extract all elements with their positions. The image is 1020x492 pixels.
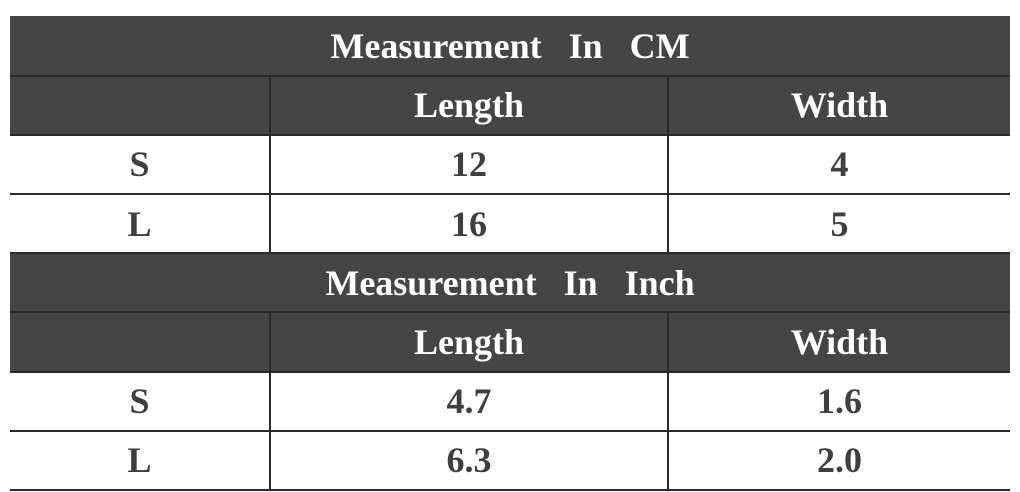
inch-header-width: Width xyxy=(666,311,1011,373)
inch-header-corner xyxy=(10,311,271,373)
cm-header-length: Length xyxy=(269,74,669,136)
width-value: 2.0 xyxy=(666,429,1011,492)
inch-section-title-row: Measurement In Inch xyxy=(10,252,1011,314)
inch-header-row: Length Width xyxy=(10,311,1011,373)
cm-header-corner xyxy=(10,74,271,136)
length-value: 4.7 xyxy=(269,370,669,432)
table-row: L 16 5 xyxy=(10,193,1011,255)
length-value: 12 xyxy=(269,133,669,196)
table-row: S 4.7 1.6 xyxy=(10,370,1011,432)
cm-header-width: Width xyxy=(666,74,1011,136)
table-row: S 12 4 xyxy=(10,133,1011,196)
size-chart-table: Measurement In CM Length Width S 12 4 L … xyxy=(10,15,1011,492)
cm-header-row: Length Width xyxy=(10,74,1011,136)
table-row: L 6.3 2.0 xyxy=(10,429,1011,492)
length-value: 16 xyxy=(269,193,669,255)
size-label: L xyxy=(10,193,271,255)
size-label: S xyxy=(10,370,271,432)
width-value: 1.6 xyxy=(666,370,1011,432)
width-value: 5 xyxy=(666,193,1011,255)
inch-section-title: Measurement In Inch xyxy=(10,252,1011,314)
length-value: 6.3 xyxy=(269,429,669,492)
size-label: S xyxy=(10,133,271,196)
size-label: L xyxy=(10,429,271,492)
cm-section-title: Measurement In CM xyxy=(10,15,1011,77)
width-value: 4 xyxy=(666,133,1011,196)
cm-section-title-row: Measurement In CM xyxy=(10,15,1011,77)
inch-header-length: Length xyxy=(269,311,669,373)
